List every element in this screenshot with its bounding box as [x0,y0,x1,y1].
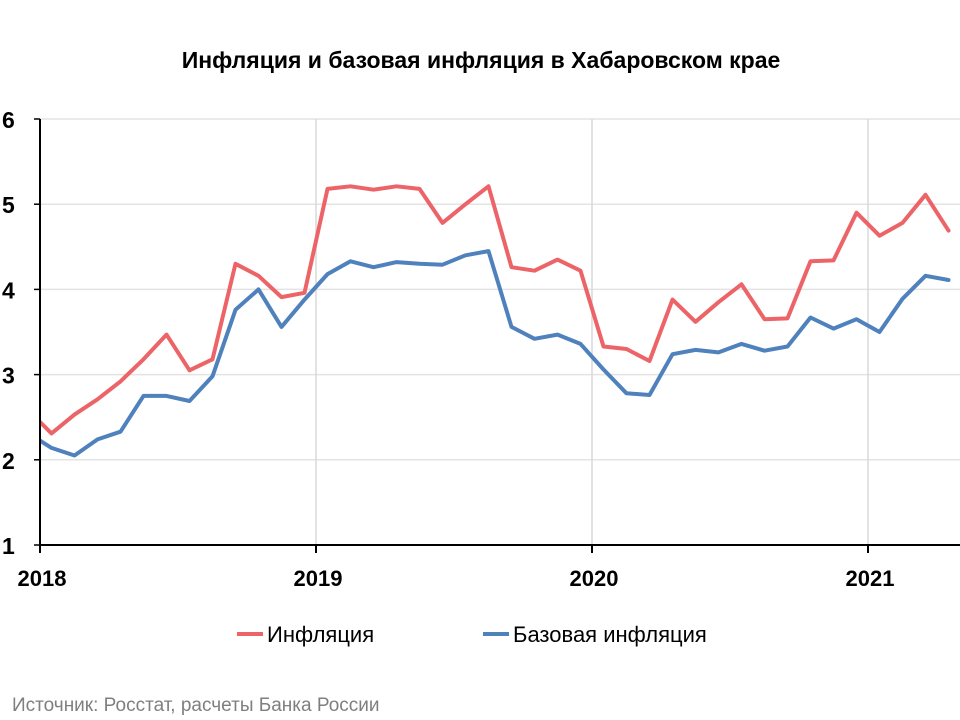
x-tick-label: 2021 [846,566,895,591]
series-line-inflation [40,184,951,436]
axes [34,118,960,553]
chart-title: Инфляция и базовая инфляция в Хабаровско… [182,47,781,73]
y-tick-labels: 1 2 3 4 5 6 [2,107,15,559]
y-tick-label: 4 [2,277,15,303]
x-tick-label: 2019 [294,566,343,591]
series-lines [40,184,951,458]
x-tick-label: 2020 [570,566,619,591]
series-line-core-inflation [40,249,951,458]
y-tick-label: 6 [2,107,15,133]
x-tick-label: 2018 [18,566,67,591]
y-tick-label: 5 [2,192,15,218]
y-tick-label: 2 [2,448,15,474]
legend: Инфляция Базовая инфляция [237,622,707,647]
source-note: Источник: Росстат, расчеты Банка России [12,695,380,716]
x-tick-labels: 2018 2019 2020 2021 [18,566,895,591]
y-tick-label: 3 [2,363,15,389]
y-tick-label: 1 [2,533,15,559]
legend-label-inflation: Инфляция [267,622,374,647]
legend-label-core-inflation: Базовая инфляция [513,622,707,647]
gridlines [40,118,960,545]
